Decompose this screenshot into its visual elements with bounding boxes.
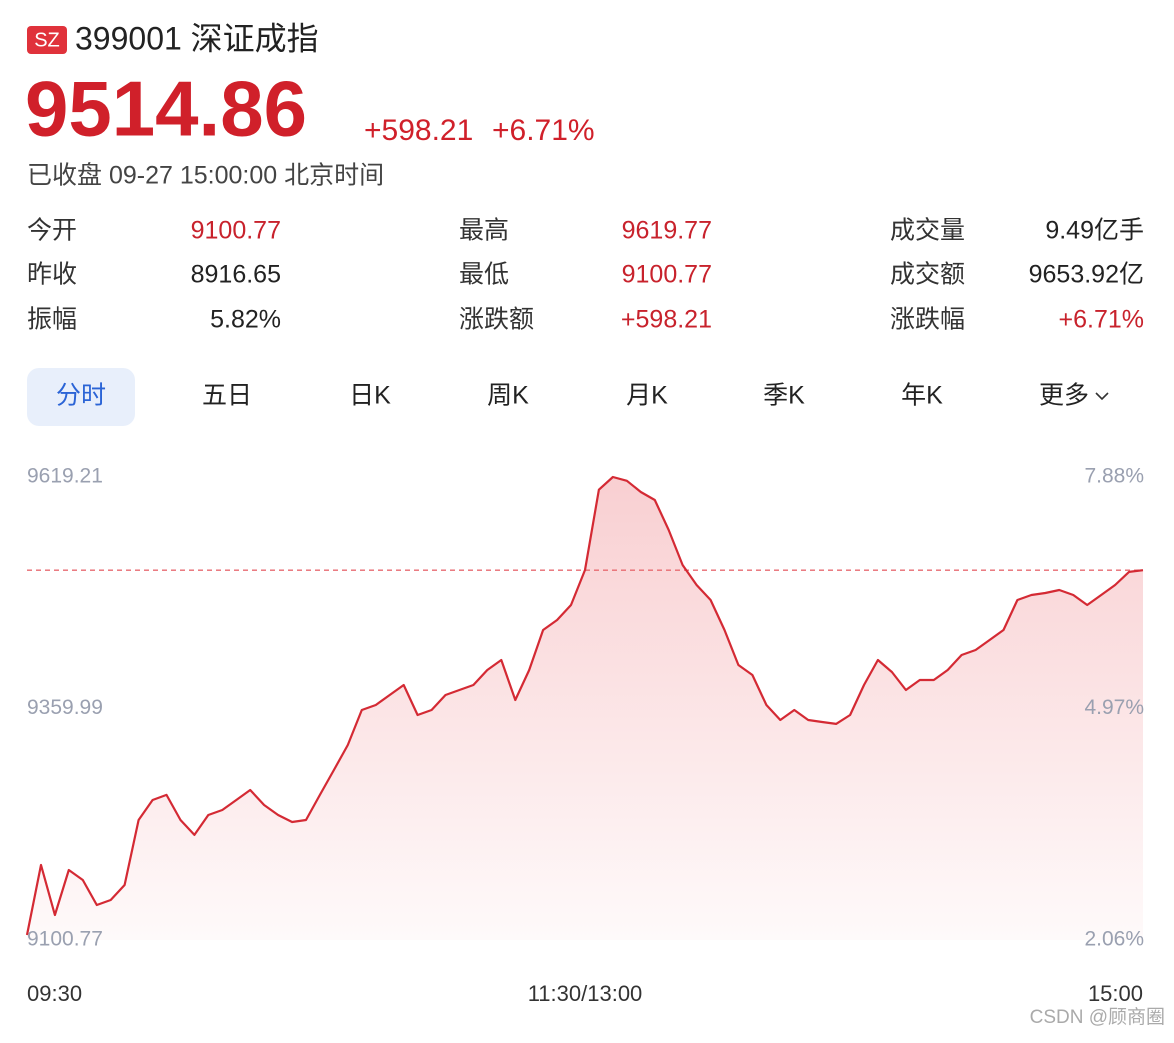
badge: SZ: [34, 29, 60, 51]
stat-label: 成交量: [890, 217, 965, 245]
stat-label: 今开: [27, 217, 77, 245]
tab-active-bg: [27, 368, 135, 426]
tab[interactable]: 日K: [349, 382, 391, 410]
tab[interactable]: 五日: [202, 382, 252, 410]
price-line: [25, 475, 1144, 936]
status: 已收盘 09-27 15:00:00 北京时间: [27, 162, 384, 190]
price: 9514.86: [25, 65, 307, 153]
x-tick-label: 11:30/13:00: [528, 981, 643, 1006]
stat-value: +6.71%: [1059, 306, 1145, 334]
area: [27, 477, 1143, 940]
stat-value: 5.82%: [210, 306, 281, 334]
stat-label: 涨跌幅: [890, 306, 965, 334]
y2-tick-label: 2.06%: [1084, 928, 1144, 951]
change-pct: +6.71%: [492, 114, 595, 147]
stat-label: 最高: [459, 217, 509, 245]
chevron: [1095, 392, 1109, 401]
x-tick-label: 09:30: [27, 981, 82, 1006]
tab[interactable]: 季K: [763, 382, 805, 410]
tab[interactable]: 月K: [626, 382, 668, 410]
stat-value: +598.21: [621, 306, 712, 334]
stat-label: 成交额: [890, 261, 965, 289]
y2-tick-label: 7.88%: [1084, 465, 1144, 488]
tab[interactable]: 年K: [901, 382, 943, 410]
stat-label: 最低: [459, 261, 509, 289]
stat-label: 涨跌额: [459, 306, 534, 334]
y2-tick-label: 4.97%: [1084, 696, 1144, 719]
stat-value: 9100.77: [191, 217, 281, 245]
stat-value: 8916.65: [191, 261, 281, 289]
stat-value: 9100.77: [622, 261, 712, 289]
x-tick-label: 15:00: [1088, 981, 1143, 1006]
stat-value: 9653.92亿: [1029, 261, 1144, 289]
y-tick-label: 9619.21: [27, 465, 103, 488]
tab[interactable]: 周K: [487, 382, 529, 410]
y-tick-label: 9100.77: [27, 928, 103, 951]
tab[interactable]: 更多: [1039, 382, 1089, 410]
stat-label: 昨收: [27, 261, 77, 289]
stat-label: 振幅: [27, 306, 77, 334]
badge-bg: [27, 26, 67, 54]
index-name: 399001 深证成指: [75, 20, 319, 56]
change: +598.21: [364, 114, 473, 147]
stat-value: 9.49亿手: [1045, 217, 1144, 245]
tab[interactable]: 分时: [56, 382, 106, 410]
stat-value: 9619.77: [622, 217, 712, 245]
y-tick-label: 9359.99: [27, 696, 103, 719]
watermark: CSDN @顾商圈: [1030, 1006, 1165, 1028]
